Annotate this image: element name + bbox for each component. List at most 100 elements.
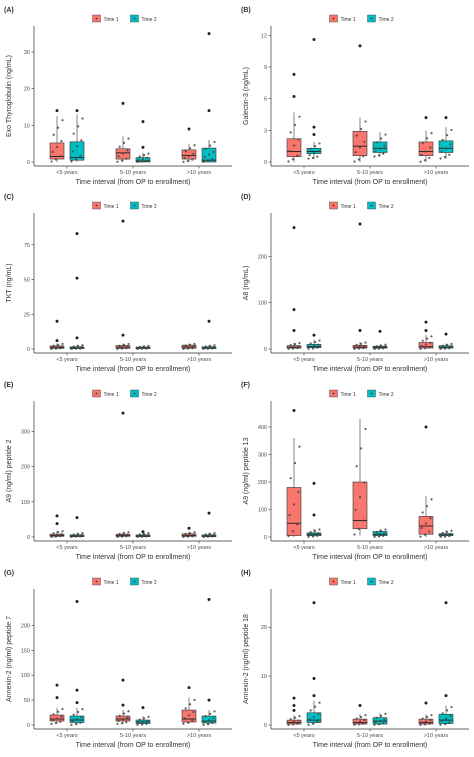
data-point — [354, 346, 357, 349]
data-point — [419, 535, 422, 538]
outlier-point — [292, 308, 296, 312]
data-point — [439, 723, 442, 726]
data-point — [77, 532, 80, 535]
data-point — [378, 533, 382, 536]
data-point — [126, 149, 129, 152]
data-point — [317, 150, 320, 153]
data-point — [193, 698, 196, 702]
data-point — [77, 344, 80, 347]
x-tick-label: >10 years — [187, 357, 212, 363]
box-time-1-1 — [286, 409, 302, 538]
outlier-point — [55, 339, 59, 343]
data-point — [374, 346, 377, 350]
data-point — [289, 718, 292, 721]
data-point — [127, 342, 130, 346]
data-point — [79, 721, 82, 724]
data-point — [307, 347, 310, 351]
y-tick-label: 400 — [258, 425, 267, 431]
data-point — [187, 714, 191, 717]
data-point — [120, 722, 123, 725]
data-point — [117, 155, 120, 158]
data-point — [355, 717, 358, 720]
data-point — [449, 143, 452, 146]
legend: Time 1 Time 2 — [329, 201, 394, 210]
legend: Time 1 Time 2 — [329, 389, 394, 398]
data-point — [120, 347, 123, 350]
data-point — [308, 154, 311, 157]
outlier-point — [55, 319, 59, 323]
data-point — [125, 535, 128, 538]
x-tick-label: >10 years — [187, 170, 212, 176]
outlier-point — [292, 95, 296, 99]
data-point — [137, 721, 140, 725]
outlier-point — [292, 72, 296, 76]
data-point — [317, 532, 320, 535]
box-time-2-3 — [201, 597, 217, 726]
data-point — [421, 142, 424, 145]
data-point — [358, 720, 362, 723]
data-point — [60, 140, 63, 143]
data-point — [184, 532, 187, 535]
outlier-point — [75, 336, 79, 340]
data-point — [146, 533, 149, 537]
data-point — [380, 529, 383, 532]
outlier-point — [312, 133, 316, 137]
data-point — [311, 722, 314, 725]
box-time-2-1 — [69, 516, 85, 539]
data-point — [57, 710, 60, 713]
data-point — [71, 346, 74, 350]
outlier-point — [207, 109, 211, 113]
data-point — [426, 505, 429, 508]
box-iqr — [286, 487, 302, 536]
data-point — [429, 517, 432, 520]
data-point — [141, 534, 145, 537]
data-point — [143, 345, 146, 348]
outlier-point — [55, 522, 59, 526]
data-point — [312, 344, 316, 348]
data-point — [355, 343, 358, 346]
data-point — [191, 719, 194, 722]
data-point — [70, 723, 73, 726]
legend-key-dot-2 — [133, 204, 136, 207]
data-point — [75, 145, 79, 148]
data-point — [125, 157, 128, 160]
data-point — [364, 120, 367, 123]
data-point — [448, 721, 451, 724]
data-point — [146, 719, 149, 723]
box-iqr — [352, 131, 368, 156]
data-point — [378, 346, 382, 349]
data-point — [75, 534, 79, 537]
data-point — [54, 721, 58, 725]
data-point — [314, 145, 317, 148]
box-time-2-3 — [438, 116, 454, 160]
data-point — [75, 346, 79, 349]
data-point — [186, 721, 189, 724]
data-point — [55, 717, 59, 720]
panel-label: (G) — [4, 570, 14, 577]
y-tick-label: 6 — [264, 97, 267, 103]
data-point — [428, 346, 431, 349]
outlier-point — [75, 516, 79, 520]
x-tick-label: 5-10 years — [120, 357, 146, 363]
outlier-point — [312, 125, 316, 129]
legend-label-2: Time 2 — [379, 204, 394, 210]
y-tick-label: 75 — [24, 243, 30, 249]
data-point — [204, 147, 207, 151]
data-point — [212, 150, 215, 154]
outlier-point — [292, 708, 296, 712]
y-tick-label: 0 — [264, 535, 267, 541]
data-point — [191, 158, 194, 161]
outlier-point — [207, 319, 211, 323]
data-point — [377, 723, 380, 726]
x-tick-label: >10 years — [424, 545, 449, 551]
data-point — [374, 534, 377, 537]
data-point — [117, 534, 120, 537]
x-tick-label: <5 years — [56, 357, 77, 363]
data-point — [449, 715, 452, 718]
data-point — [443, 722, 446, 725]
data-point — [203, 720, 206, 723]
data-point — [316, 346, 319, 349]
legend-key-dot-1 — [95, 580, 98, 583]
data-point — [81, 532, 84, 535]
data-point — [378, 147, 382, 150]
